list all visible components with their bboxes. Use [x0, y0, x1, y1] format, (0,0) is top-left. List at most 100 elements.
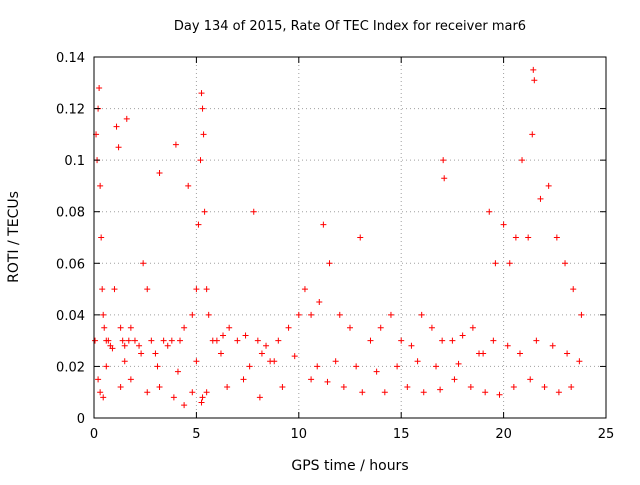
- data-point: [537, 195, 544, 202]
- data-point: [568, 384, 575, 391]
- data-point: [148, 337, 155, 344]
- data-point: [414, 358, 421, 365]
- data-point: [95, 376, 102, 383]
- data-point: [96, 84, 103, 91]
- data-point: [177, 337, 184, 344]
- data-point: [189, 311, 196, 318]
- data-point: [576, 358, 583, 365]
- data-point: [189, 389, 196, 396]
- data-point: [394, 363, 401, 370]
- data-point: [500, 221, 507, 228]
- data-point: [217, 350, 224, 357]
- y-tick-label: 0.1: [64, 154, 85, 169]
- data-point: [324, 378, 331, 385]
- chart-title: Day 134 of 2015, Rate Of TEC Index for r…: [174, 19, 526, 34]
- data-point: [109, 345, 116, 352]
- data-point: [291, 353, 298, 360]
- data-point: [125, 337, 132, 344]
- data-point: [367, 337, 374, 344]
- data-point: [301, 286, 308, 293]
- data-point: [117, 384, 124, 391]
- y-tick-label: 0.02: [56, 360, 85, 375]
- data-point: [553, 234, 560, 241]
- data-point: [99, 286, 106, 293]
- data-point: [172, 141, 179, 148]
- data-point: [105, 337, 112, 344]
- data-point: [555, 389, 562, 396]
- data-point: [100, 311, 107, 318]
- data-point: [160, 337, 167, 344]
- data-point: [224, 384, 231, 391]
- data-point: [320, 221, 327, 228]
- data-point: [193, 358, 200, 365]
- y-tick-label: 0.04: [56, 309, 85, 324]
- data-point: [140, 260, 147, 267]
- data-point: [240, 376, 247, 383]
- data-point: [529, 131, 536, 138]
- data-point: [144, 286, 151, 293]
- data-point: [97, 182, 104, 189]
- y-tick-label: 0.06: [56, 257, 85, 272]
- data-point: [144, 389, 151, 396]
- data-point: [115, 144, 122, 151]
- data-point: [119, 337, 126, 344]
- data-point: [377, 324, 384, 331]
- data-point: [476, 350, 483, 357]
- data-point: [97, 389, 104, 396]
- y-tick-label: 0.08: [56, 206, 85, 221]
- data-point: [420, 389, 427, 396]
- data-point: [387, 311, 394, 318]
- data-point: [578, 311, 585, 318]
- grid-lines: [94, 57, 606, 418]
- data-point: [242, 332, 249, 339]
- data-point: [121, 358, 128, 365]
- data-point: [193, 286, 200, 293]
- plot-frame: [93, 56, 607, 419]
- data-point: [512, 234, 519, 241]
- data-point: [541, 384, 548, 391]
- data-point: [525, 234, 532, 241]
- data-point: [340, 384, 347, 391]
- data-point: [199, 394, 206, 401]
- data-point: [226, 324, 233, 331]
- x-tick-label: 10: [291, 427, 308, 442]
- data-point: [347, 324, 353, 331]
- data-point: [279, 384, 286, 391]
- data-point: [564, 350, 571, 357]
- data-point: [198, 399, 205, 406]
- data-point: [197, 157, 204, 164]
- data-point: [256, 394, 263, 401]
- data-point: [174, 368, 181, 375]
- data-point: [404, 384, 411, 391]
- data-point: [486, 208, 493, 215]
- data-point: [418, 311, 425, 318]
- data-point: [246, 363, 253, 370]
- data-point: [111, 286, 118, 293]
- data-point: [381, 389, 388, 396]
- data-points: [92, 66, 585, 409]
- data-point: [506, 260, 513, 267]
- data-point: [459, 332, 466, 339]
- x-axis-label: GPS time / hours: [291, 458, 408, 474]
- x-tick-label: 15: [393, 427, 410, 442]
- data-point: [359, 389, 366, 396]
- data-point: [408, 342, 415, 349]
- data-point: [234, 337, 241, 344]
- data-point: [469, 324, 476, 331]
- data-point: [185, 182, 192, 189]
- data-point: [127, 376, 134, 383]
- data-point: [127, 324, 134, 331]
- y-axis-label: ROTI / TECUs: [6, 191, 22, 283]
- data-point: [373, 368, 380, 375]
- data-point: [336, 311, 343, 318]
- data-point: [181, 324, 188, 331]
- data-point: [504, 342, 511, 349]
- x-tick-label: 25: [598, 427, 615, 442]
- data-point: [213, 337, 220, 344]
- data-point: [308, 311, 315, 318]
- data-point: [357, 234, 364, 241]
- data-point: [123, 115, 130, 122]
- x-tick-label: 5: [192, 427, 200, 442]
- data-point: [285, 324, 292, 331]
